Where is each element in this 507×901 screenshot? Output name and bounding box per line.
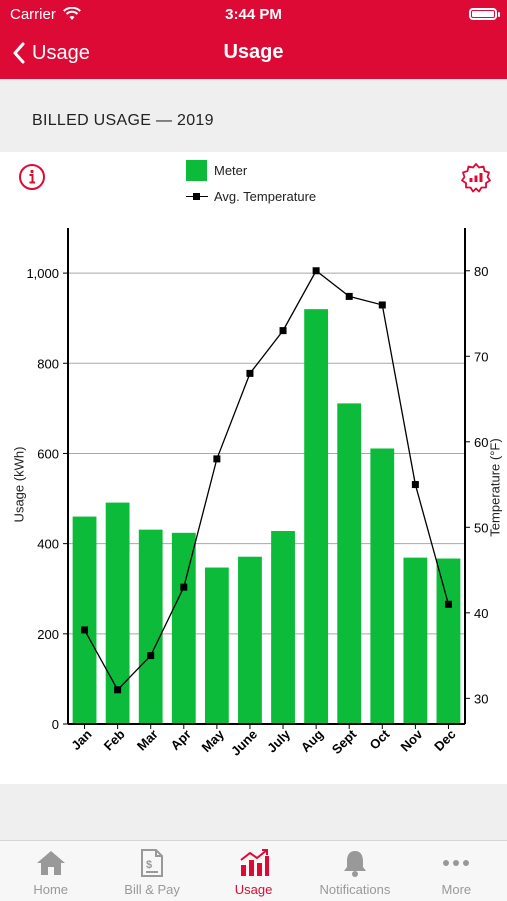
y-right-tick-label: 30 (474, 691, 488, 706)
y-right-tick-label: 70 (474, 349, 488, 364)
tab-usage[interactable]: Usage (203, 841, 304, 901)
y-axis-right-label: Temperature (°F) (487, 438, 503, 537)
tab-label: Usage (234, 882, 273, 897)
back-button[interactable]: Usage (12, 36, 90, 70)
svg-text:$: $ (146, 859, 152, 871)
status-bar: Carrier 3:44 PM (0, 4, 507, 26)
navigation-bar: Carrier 3:44 PM Usage Usage (0, 0, 507, 79)
tab-bill-pay[interactable]: $ Bill & Pay (101, 841, 202, 901)
tab-label: Notifications (319, 882, 391, 897)
y-right-tick-label: 50 (474, 520, 488, 535)
tab-label: More (441, 882, 472, 897)
bar (271, 531, 295, 724)
y-tick-label: 600 (37, 446, 59, 461)
tab-home[interactable]: Home (0, 841, 101, 901)
tab-more[interactable]: More (406, 841, 507, 901)
y-axis-label: Usage (kWh) (11, 446, 27, 523)
temperature-point (114, 686, 122, 694)
section-title: BILLED USAGE — 2019 (32, 112, 214, 129)
chart-gear-icon (461, 163, 491, 193)
bar (304, 309, 329, 724)
chevron-left-icon (13, 42, 25, 64)
temperature-point (444, 600, 452, 608)
wifi-icon (63, 6, 81, 25)
x-tick-label: Oct (366, 726, 392, 752)
y-tick-label: 1,000 (26, 266, 59, 281)
temperature-point (345, 292, 353, 300)
chart-settings-button[interactable] (459, 161, 493, 195)
info-button[interactable] (18, 163, 46, 191)
y-tick-label: 800 (37, 356, 59, 371)
y-tick-label: 200 (37, 627, 59, 642)
tab-label: Home (33, 882, 69, 897)
bar (436, 558, 461, 724)
bar (72, 516, 97, 724)
bar (370, 448, 395, 724)
status-time: 3:44 PM (225, 6, 282, 23)
bar (238, 556, 262, 724)
legend-meter-label: Meter (214, 163, 248, 178)
bar (105, 502, 130, 724)
temperature-point (378, 301, 386, 309)
y-right-tick-label: 60 (474, 435, 488, 450)
y-right-tick-label: 40 (474, 606, 488, 621)
y-tick-label: 400 (37, 537, 59, 552)
bell-icon (342, 849, 368, 882)
y-right-tick-label: 80 (474, 264, 488, 279)
back-label: Usage (32, 41, 90, 64)
temperature-point (411, 481, 419, 489)
bill-icon: $ (140, 849, 164, 882)
x-tick-label: Feb (101, 726, 128, 753)
x-tick-label: Sept (329, 726, 360, 757)
temperature-legend-marker (186, 191, 208, 203)
x-tick-label: Nov (398, 726, 427, 755)
bar (403, 557, 428, 724)
x-tick-label: May (199, 726, 228, 755)
bar (171, 532, 196, 724)
usage-icon (238, 849, 270, 882)
info-icon (19, 164, 45, 190)
x-tick-label: Aug (298, 726, 327, 755)
x-tick-label: July (264, 726, 294, 756)
battery-icon (469, 8, 500, 20)
temperature-point (81, 626, 89, 634)
temperature-point (246, 369, 254, 377)
temperature-point (213, 455, 221, 463)
x-tick-label: Apr (167, 727, 193, 753)
x-tick-label: Mar (134, 727, 161, 754)
x-tick-label: Jan (68, 726, 94, 752)
tab-notifications[interactable]: Notifications (304, 841, 405, 901)
bar (204, 567, 229, 724)
temperature-point (180, 583, 188, 591)
temperature-line (83, 269, 450, 691)
tab-bar: Home $ Bill & Pay Usage Notifications More (0, 840, 507, 901)
temperature-point (279, 327, 287, 335)
meter-legend-swatch (186, 160, 207, 181)
tab-label: Bill & Pay (124, 882, 180, 897)
x-tick-label: June (228, 727, 260, 759)
temperature-point (147, 652, 155, 660)
more-icon (440, 849, 472, 882)
legend-temperature-label: Avg. Temperature (214, 189, 317, 204)
bar (138, 529, 163, 724)
x-tick-label: Dec (431, 727, 458, 754)
y-tick-label: 0 (52, 717, 59, 732)
home-icon (35, 849, 67, 882)
temperature-point (312, 267, 320, 275)
carrier-label: Carrier (10, 6, 56, 23)
bar (337, 403, 362, 724)
